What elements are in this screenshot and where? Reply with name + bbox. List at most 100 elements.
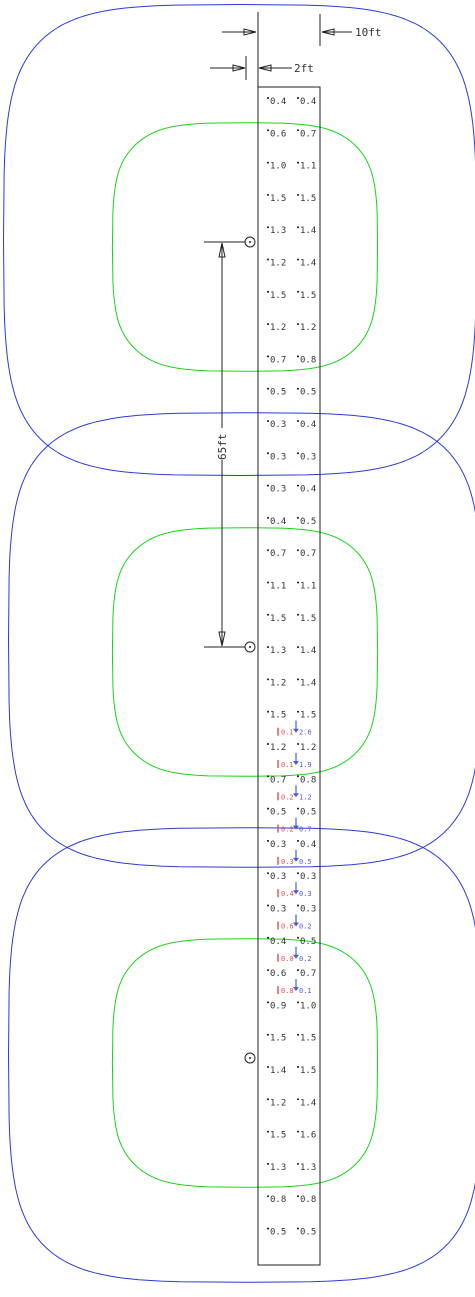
grid-point: 0.4	[297, 839, 316, 850]
luminaire-icon	[244, 641, 256, 653]
grid-value: 1.5	[270, 1131, 286, 1141]
grid-value: 0.8	[300, 1195, 316, 1205]
overlay-pair: 0.3 0.5	[277, 849, 312, 866]
grid-point: 1.5	[297, 193, 316, 204]
grid-value: 0.3	[270, 452, 286, 462]
grid-point: 0.8	[297, 775, 316, 785]
grid-point: 0.3	[267, 839, 286, 850]
grid-point: 1.5	[267, 193, 286, 204]
grid-value: 1.5	[270, 711, 286, 721]
grid-value: 1.4	[300, 646, 316, 656]
grid-value: 1.0	[300, 1001, 316, 1011]
grid-point: 1.2	[297, 323, 316, 333]
grid-point: 1.4	[297, 258, 316, 269]
walkway-strip	[257, 12, 321, 1266]
grid-point: 1.5	[297, 710, 316, 721]
grid-point: 1.5	[267, 290, 286, 301]
grid-value: 1.5	[300, 291, 316, 301]
outer-contour	[7, 412, 475, 868]
grid-point: 1.2	[267, 743, 286, 753]
grid-point: 1.3	[267, 226, 286, 236]
grid-value: 0.3	[270, 840, 286, 850]
grid-value: 1.0	[270, 162, 286, 172]
grid-point: 1.5	[297, 1066, 316, 1076]
red-value: 0.6	[281, 923, 294, 931]
grid-point: 1.5	[267, 710, 286, 721]
dimension-annotations: 10ft 2ft 65ft	[204, 14, 382, 648]
grid-value: 0.4	[270, 517, 286, 527]
grid-point: 0.8	[267, 1195, 286, 1205]
grid-point: 1.5	[267, 613, 286, 624]
blue-value: 1.9	[299, 761, 312, 769]
grid-value: 0.5	[270, 808, 286, 818]
arrowhead-icon	[232, 64, 246, 72]
grid-value: 0.5	[300, 937, 316, 947]
grid-value: 0.4	[270, 97, 286, 107]
dim-65ft-label: 65ft	[216, 434, 229, 461]
grid-point: 1.2	[267, 1098, 286, 1108]
grid-value: 1.2	[270, 678, 286, 688]
red-value: 0.4	[281, 890, 294, 898]
grid-point: 1.5	[267, 1033, 286, 1044]
grid-point: 0.3	[297, 904, 316, 915]
grid-value: 1.4	[300, 1098, 316, 1108]
blue-value: 2.6	[299, 729, 312, 737]
grid-point: 1.0	[297, 1001, 316, 1011]
red-value: 0.0	[281, 955, 294, 963]
grid-point: 1.2	[267, 323, 286, 333]
grid-point: 0.4	[297, 484, 316, 495]
grid-value: 0.7	[270, 775, 286, 785]
grid-point: 1.5	[267, 1130, 286, 1141]
grid-point: 1.0	[267, 161, 286, 172]
grid-point: 1.1	[297, 161, 316, 172]
grid-point: 1.4	[297, 226, 316, 236]
grid-value: 1.2	[270, 323, 286, 333]
grid-point: 0.7	[267, 355, 286, 365]
overlay-pair: 0.4 0.3	[277, 882, 312, 898]
grid-value: 1.5	[300, 194, 316, 204]
blue-value: 0.2	[299, 955, 312, 963]
grid-point: 0.4	[297, 420, 316, 430]
grid-value: 0.6	[270, 129, 286, 139]
grid-point: 1.4	[297, 1098, 316, 1108]
grid-point: 0.4	[297, 97, 316, 107]
grid-value: 1.3	[270, 1163, 286, 1173]
dim-65ft-label-gap	[216, 428, 228, 460]
grid-value: 1.5	[270, 614, 286, 624]
grid-point: 0.7	[267, 775, 286, 785]
grid-value: 1.5	[300, 711, 316, 721]
grid-value: 1.1	[300, 582, 316, 592]
grid-value: 0.6	[270, 969, 286, 979]
grid-point: 0.3	[267, 904, 286, 915]
outer-contour	[2, 3, 475, 477]
dim-10ft-label: 10ft	[355, 26, 382, 39]
grid-value: 1.4	[270, 1066, 286, 1076]
grid-point: 0.6	[267, 129, 286, 139]
grid-value: 1.3	[270, 226, 286, 236]
grid-point: 0.5	[267, 387, 286, 398]
grid-value: 0.5	[300, 808, 316, 818]
grid-point: 0.7	[297, 129, 316, 139]
grid-value: 0.4	[300, 485, 316, 495]
grid-point: 0.3	[267, 452, 286, 462]
blue-value: 0.5	[299, 858, 312, 866]
grid-value: 0.5	[300, 388, 316, 398]
blue-value: 0.2	[299, 923, 312, 931]
arrowhead-icon	[218, 242, 226, 258]
grid-point: 1.3	[297, 1162, 316, 1173]
overlay-pair: 0.8 0.1	[277, 979, 312, 995]
grid-value: 0.3	[270, 485, 286, 495]
inner-contour	[111, 938, 379, 1188]
overlay-pair: 0.2 1.2	[277, 785, 312, 801]
grid-value: 1.5	[300, 614, 316, 624]
grid-value: 0.3	[300, 905, 316, 915]
grid-point: 0.5	[297, 807, 316, 818]
luminaire-icon	[244, 236, 256, 248]
grid-value: 1.3	[300, 1163, 316, 1173]
grid-value: 0.5	[300, 517, 316, 527]
grid-value: 0.7	[300, 129, 316, 139]
grid-value: 0.8	[300, 775, 316, 785]
inner-contour	[111, 527, 379, 777]
grid-value: 1.5	[270, 291, 286, 301]
